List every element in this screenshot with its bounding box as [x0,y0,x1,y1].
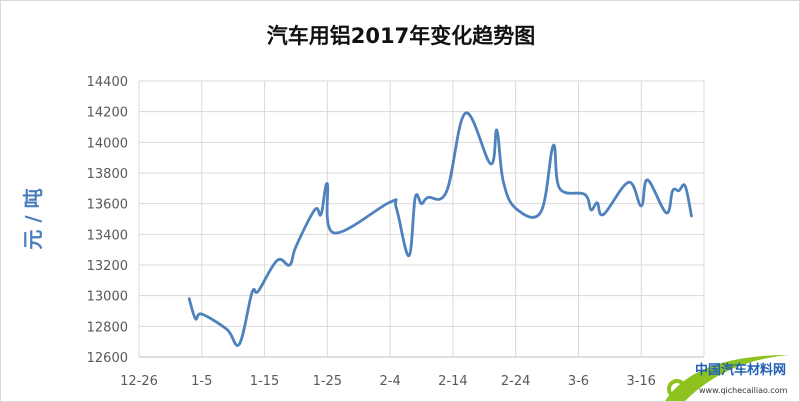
logo-url: www.qichecailiao.com [699,386,788,395]
logo-swoosh-icon [665,355,789,401]
watermark-logo: 中国汽车材料网 www.qichecailiao.com [659,347,799,401]
y-tick-label: 13000 [87,290,128,305]
y-tick-label: 14200 [87,106,128,121]
y-tick-label: 14000 [87,136,128,151]
x-tick-label: 2-4 [379,374,400,389]
y-tick-label: 13600 [87,198,128,213]
x-tick-label: 1-25 [313,374,343,389]
logo-name: 中国汽车材料网 [695,363,787,378]
x-tick-label: 1-5 [191,374,212,389]
y-tick-label: 13800 [87,167,128,182]
x-tick-label: 3-16 [626,374,656,389]
x-tick-label: 3-6 [568,374,589,389]
y-tick-label: 12800 [87,320,128,335]
y-tick-label: 12600 [87,351,128,366]
x-tick-label: 1-15 [250,374,280,389]
x-tick-label: 12-26 [120,374,158,389]
y-tick-label: 13200 [87,259,128,274]
x-tick-label: 2-14 [438,374,468,389]
y-tick-label: 14400 [87,75,128,90]
series-line [187,111,693,347]
chart-title: 汽车用铝2017年变化趋势图 [266,24,536,48]
y-tick-label: 13400 [87,228,128,243]
x-tick-label: 2-24 [501,374,531,389]
